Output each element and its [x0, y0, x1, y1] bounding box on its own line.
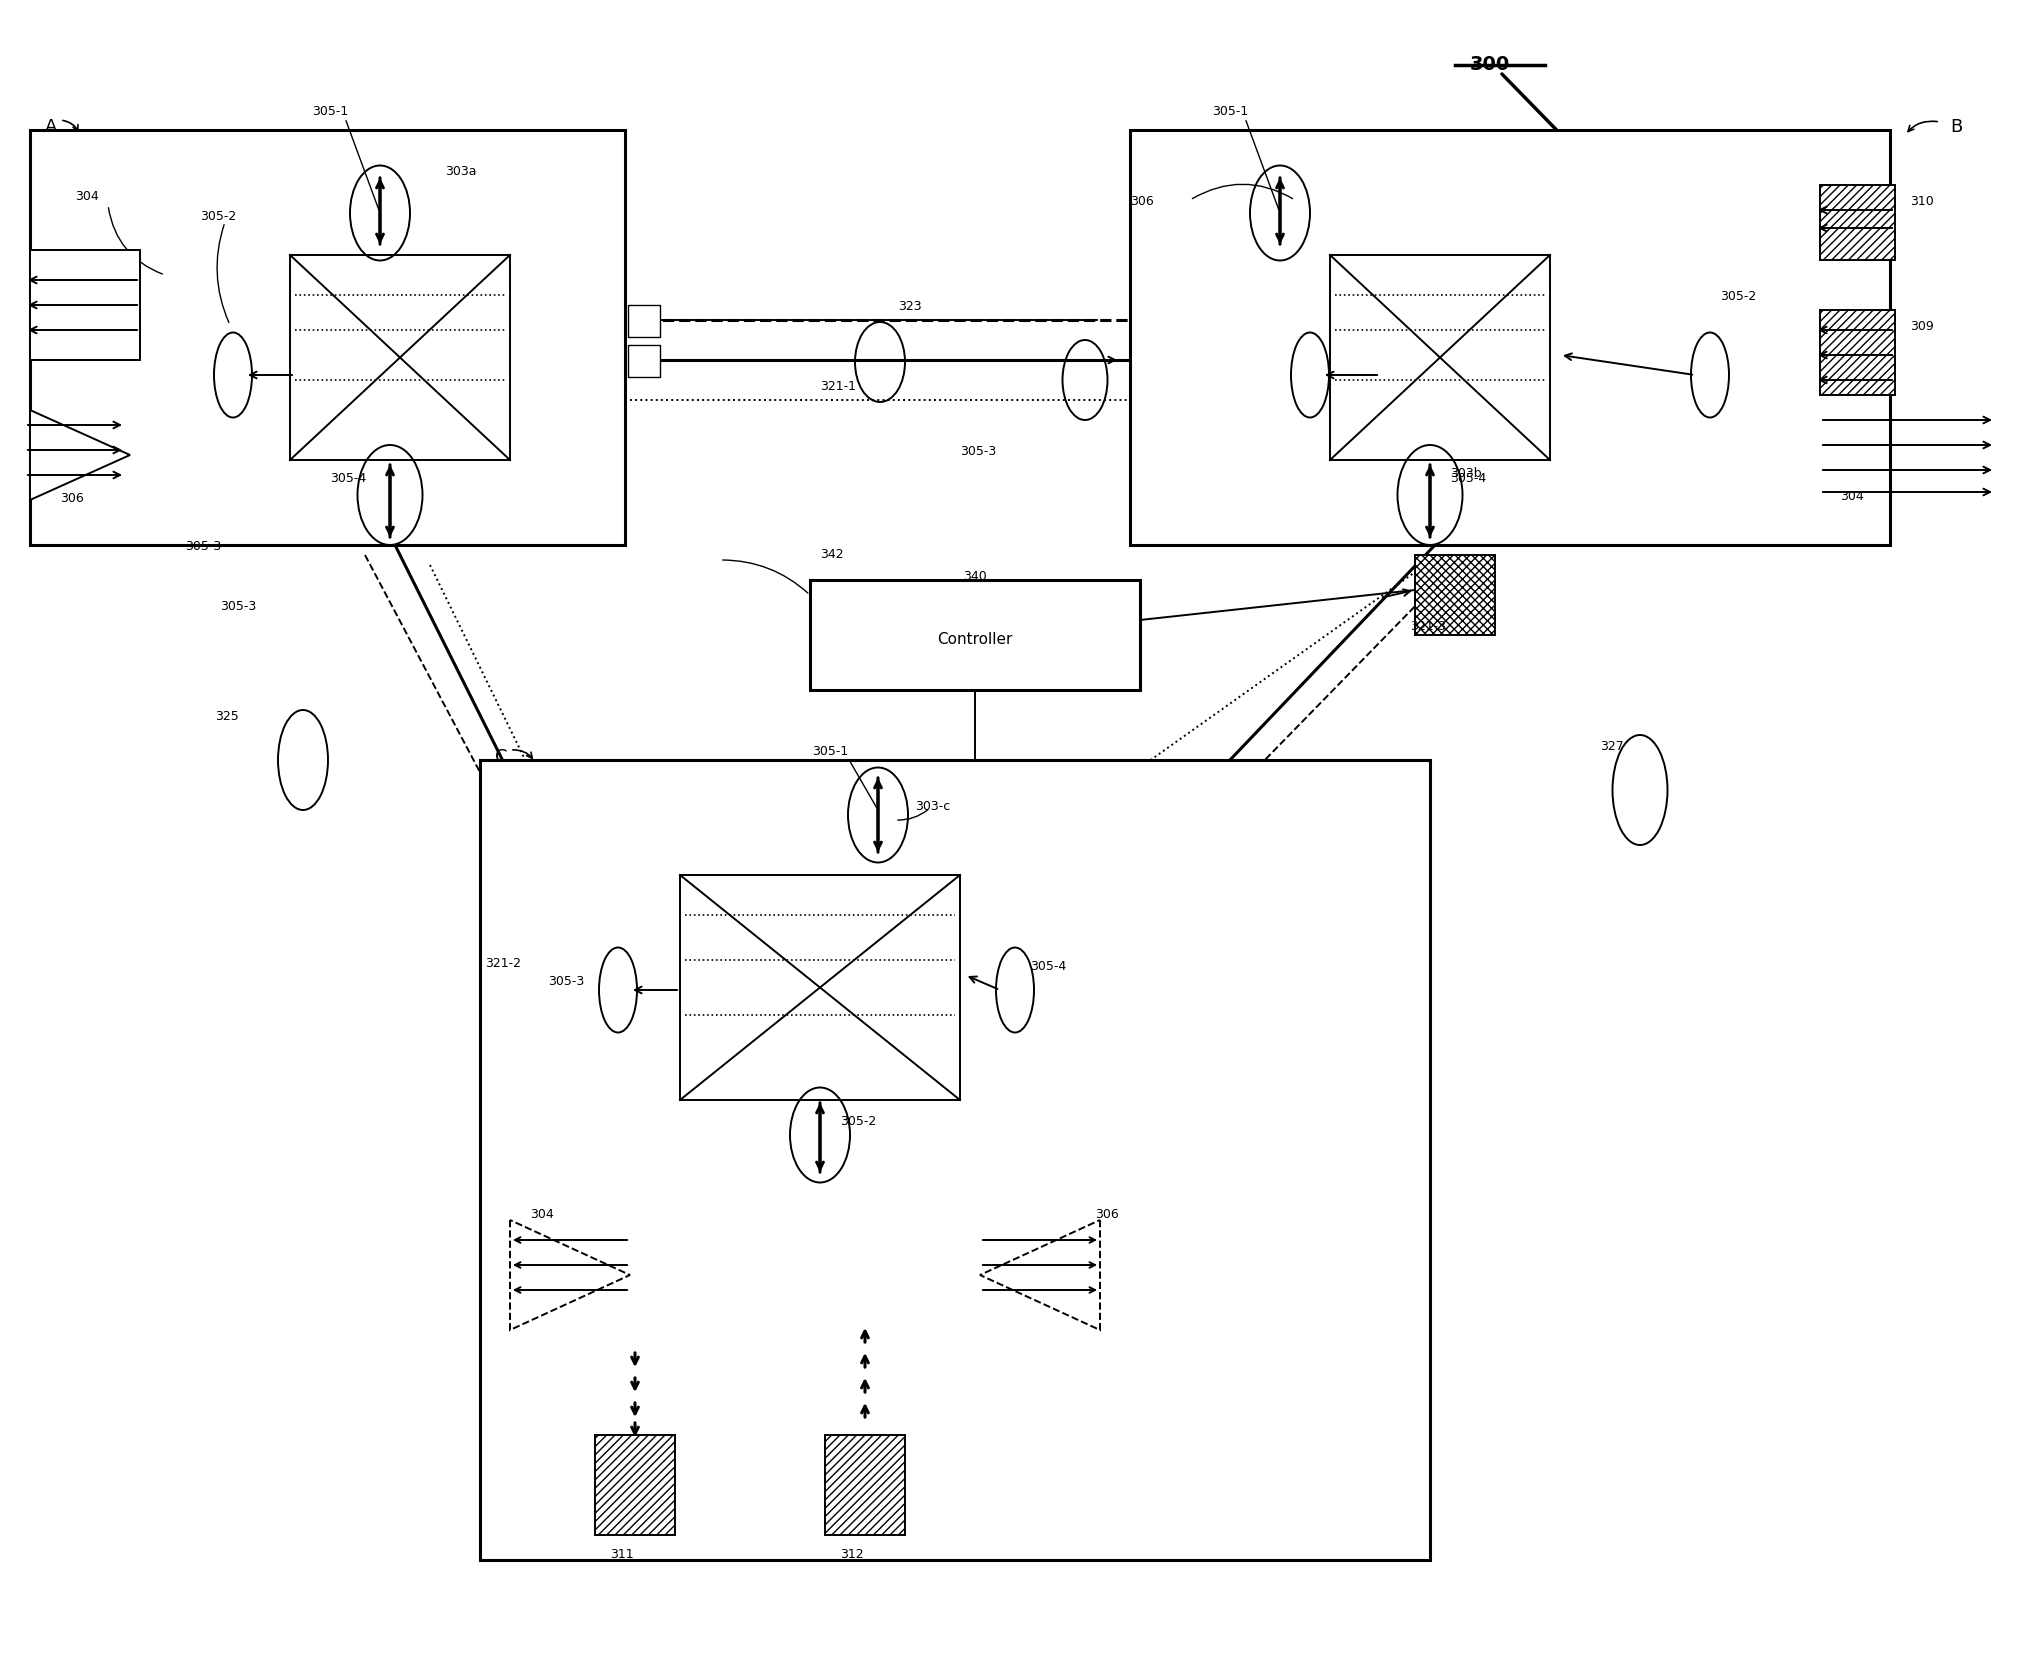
Text: B: B: [1950, 118, 1962, 135]
Text: 305-1: 305-1: [812, 744, 848, 758]
Bar: [1415, 556, 1494, 634]
Text: 306: 306: [61, 492, 83, 506]
Text: 312: 312: [840, 1549, 865, 1561]
Text: A: A: [45, 118, 57, 135]
Text: 304: 304: [1841, 491, 1863, 502]
Text: 300: 300: [1470, 55, 1511, 73]
Text: 325: 325: [215, 709, 239, 723]
Text: 303-c: 303-c: [915, 799, 950, 813]
Text: 303b: 303b: [1450, 467, 1482, 481]
Text: 321-1: 321-1: [820, 381, 857, 392]
Text: 306: 306: [1130, 195, 1154, 209]
Text: 327: 327: [1600, 739, 1624, 753]
Bar: [30, 250, 140, 361]
Bar: [30, 130, 626, 546]
Text: 305-2: 305-2: [200, 210, 237, 224]
Text: 305-4: 305-4: [330, 472, 367, 486]
Text: 306: 306: [1096, 1208, 1118, 1222]
Bar: [824, 1435, 905, 1535]
Polygon shape: [510, 1220, 630, 1330]
Bar: [628, 305, 660, 337]
Bar: [680, 875, 960, 1100]
Bar: [1330, 255, 1549, 461]
Text: 340: 340: [964, 571, 986, 582]
Text: 305-4: 305-4: [1031, 960, 1067, 973]
Bar: [480, 759, 1430, 1561]
Text: 305-1: 305-1: [1211, 105, 1247, 118]
Text: 311: 311: [610, 1549, 634, 1561]
Polygon shape: [30, 411, 130, 501]
Bar: [1820, 310, 1895, 396]
Text: 321-3: 321-3: [1409, 619, 1446, 633]
Text: 342: 342: [820, 547, 844, 561]
Bar: [290, 255, 510, 461]
Text: 305-1: 305-1: [312, 105, 348, 118]
Bar: [628, 345, 660, 377]
Text: Controller: Controller: [938, 633, 1012, 648]
Text: 303a: 303a: [446, 165, 476, 179]
Bar: [810, 581, 1140, 689]
Polygon shape: [980, 1220, 1100, 1330]
Text: 304: 304: [531, 1208, 553, 1222]
Text: 323: 323: [899, 300, 921, 314]
Text: 305-3: 305-3: [221, 599, 257, 613]
Text: 305-3: 305-3: [960, 446, 996, 457]
Text: 304: 304: [75, 190, 99, 204]
Text: 305-2: 305-2: [1719, 290, 1756, 304]
Text: 321-2: 321-2: [486, 956, 520, 970]
Text: C: C: [494, 748, 508, 766]
Text: 305-4: 305-4: [1450, 472, 1486, 486]
Text: 310: 310: [1910, 195, 1934, 209]
Bar: [1820, 185, 1895, 260]
Bar: [595, 1435, 674, 1535]
Bar: [1130, 130, 1889, 546]
Text: 309: 309: [1910, 320, 1934, 334]
Text: 305-3: 305-3: [184, 541, 221, 552]
Text: 305-2: 305-2: [840, 1115, 877, 1128]
Text: 305-3: 305-3: [549, 975, 585, 988]
